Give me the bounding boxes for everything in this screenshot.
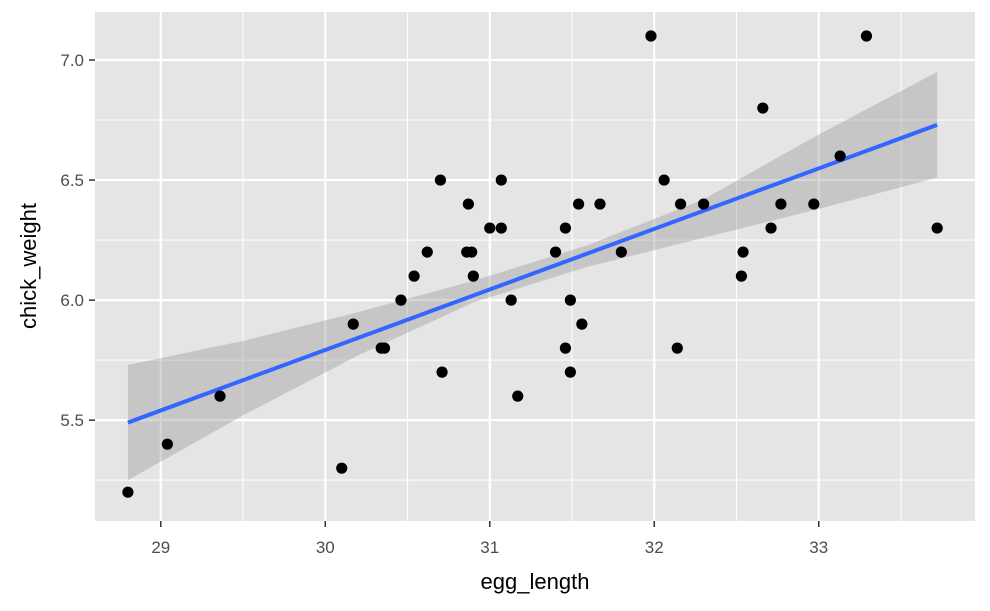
data-point <box>214 391 225 402</box>
x-axis-ticks: 29 30 31 32 33 <box>151 521 828 557</box>
data-point <box>463 198 474 209</box>
y-tick-label: 7.0 <box>60 51 84 70</box>
data-point <box>348 319 359 330</box>
y-axis-title: chick_weight <box>16 203 41 329</box>
data-point <box>698 198 709 209</box>
data-point <box>808 198 819 209</box>
data-point <box>409 271 420 282</box>
data-point <box>506 295 517 306</box>
data-point <box>496 222 507 233</box>
data-point <box>594 198 605 209</box>
data-point <box>512 391 523 402</box>
data-point <box>435 174 446 185</box>
y-axis-ticks: 5.5 6.0 6.5 7.0 <box>60 51 95 430</box>
data-point <box>757 102 768 113</box>
data-point <box>466 246 477 257</box>
data-point <box>395 295 406 306</box>
data-point <box>162 439 173 450</box>
data-point <box>573 198 584 209</box>
data-point <box>775 198 786 209</box>
data-point <box>765 222 776 233</box>
x-axis-title: egg_length <box>481 569 590 594</box>
data-point <box>659 174 670 185</box>
data-point <box>616 246 627 257</box>
x-tick-label: 30 <box>316 538 335 557</box>
data-point <box>122 487 133 498</box>
data-point <box>379 343 390 354</box>
data-point <box>835 150 846 161</box>
data-point <box>645 30 656 41</box>
x-tick-label: 31 <box>480 538 499 557</box>
data-point <box>576 319 587 330</box>
x-tick-label: 33 <box>809 538 828 557</box>
y-tick-label: 5.5 <box>60 411 84 430</box>
data-point <box>436 367 447 378</box>
data-point <box>484 222 495 233</box>
data-point <box>672 343 683 354</box>
data-point <box>422 246 433 257</box>
data-point <box>560 343 571 354</box>
y-tick-label: 6.5 <box>60 171 84 190</box>
data-point <box>565 295 576 306</box>
data-point <box>565 367 576 378</box>
data-point <box>675 198 686 209</box>
x-tick-label: 29 <box>151 538 170 557</box>
data-point <box>496 174 507 185</box>
data-point <box>468 271 479 282</box>
x-tick-label: 32 <box>645 538 664 557</box>
data-point <box>560 222 571 233</box>
y-tick-label: 6.0 <box>60 291 84 310</box>
data-point <box>932 222 943 233</box>
data-point <box>736 271 747 282</box>
data-point <box>737 246 748 257</box>
data-point <box>861 30 872 41</box>
data-point <box>336 463 347 474</box>
data-point <box>550 246 561 257</box>
